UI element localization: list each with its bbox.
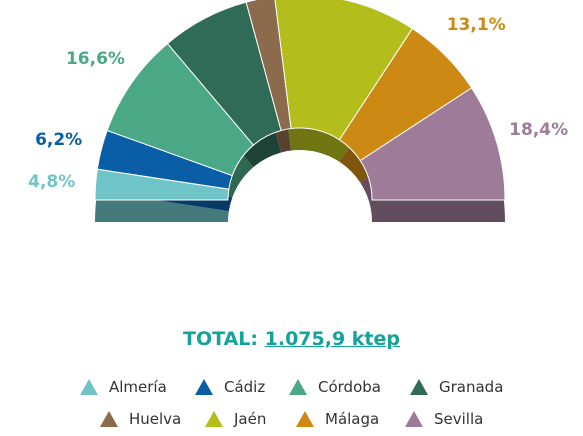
slice-jaen	[274, 0, 414, 141]
legend-label: Cádiz	[224, 378, 266, 396]
data-label: 13,1%	[447, 15, 506, 35]
data-label: 6,2%	[35, 130, 82, 150]
slice-sevilla	[359, 87, 506, 201]
legend-item-huelva: Huelva	[100, 406, 181, 432]
total-value: 1.075,9 ktep	[264, 328, 400, 350]
legend-item-cadiz: Cádiz	[195, 374, 265, 400]
legend-item-malaga: Málaga	[296, 406, 379, 432]
total-label: TOTAL:	[183, 328, 259, 350]
legend-item-almeria: Almería	[80, 374, 167, 400]
legend-item-granada: Granada	[410, 374, 503, 400]
total-line: TOTAL: 1.075,9 ktep	[0, 328, 583, 350]
huelva-swatch-icon	[100, 411, 118, 427]
legend-item-jaen: Jaén	[205, 406, 266, 432]
cordoba-swatch-icon	[289, 379, 307, 395]
sevilla-swatch-icon	[405, 411, 423, 427]
legend-label: Sevilla	[434, 410, 484, 428]
data-label: 16,6%	[66, 49, 125, 69]
legend-item-cordoba: Córdoba	[289, 374, 381, 400]
data-label: 4,8%	[28, 172, 75, 192]
granada-swatch-icon	[410, 379, 428, 395]
chart: 4,8%6,2%16,6%13,9%4,5%22,4%13,1%18,4%	[28, 0, 568, 222]
legend-label: Málaga	[325, 410, 380, 428]
legend-label: Granada	[439, 378, 504, 396]
legend-item-sevilla: Sevilla	[405, 406, 483, 432]
legend-label: Córdoba	[318, 378, 381, 396]
legend-row-2: Huelva Jaén Málaga Sevilla	[0, 406, 583, 432]
jaen-swatch-icon	[205, 411, 223, 427]
legend-label: Huelva	[129, 410, 182, 428]
legend-label: Almería	[109, 378, 167, 396]
cadiz-swatch-icon	[195, 379, 213, 395]
data-label: 18,4%	[509, 120, 568, 140]
legend-row-1: Almería Cádiz Córdoba Granada	[0, 374, 583, 400]
almeria-swatch-icon	[80, 379, 98, 395]
malaga-swatch-icon	[296, 411, 314, 427]
legend-label: Jaén	[234, 410, 267, 428]
